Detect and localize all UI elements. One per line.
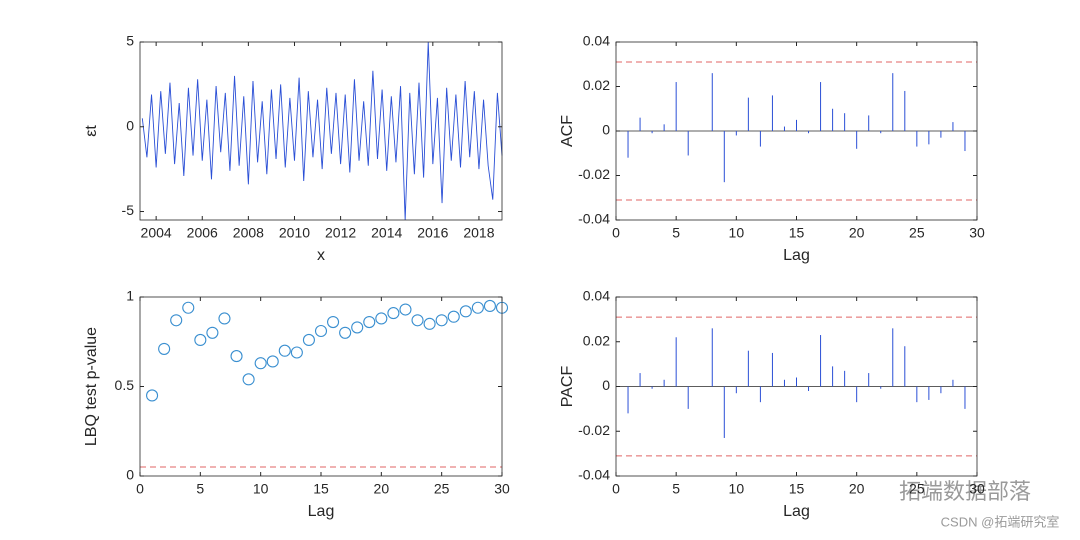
point	[146, 389, 159, 402]
watermark: 拓端数据部落	[899, 479, 1031, 504]
x-tick-label: 2016	[417, 225, 448, 241]
y-tick-label: 0.02	[583, 332, 610, 348]
x-tick-label: 10	[729, 481, 745, 497]
x-tick-label: 2014	[371, 225, 402, 241]
series-line	[141, 41, 503, 221]
x-tick-label: 2010	[279, 225, 310, 241]
x-tick-label: 2012	[325, 225, 356, 241]
y-tick-label: 0.04	[583, 288, 610, 304]
x-axis-label: Lag	[308, 503, 335, 520]
y-tick-label: -5	[122, 202, 135, 218]
y-axis-label: LBQ test p-value	[83, 327, 100, 446]
y-tick-label: 0	[602, 122, 610, 138]
point	[206, 326, 219, 339]
point	[375, 312, 388, 325]
y-tick-label: 0.5	[115, 377, 135, 393]
x-tick-label: 0	[612, 481, 620, 497]
x-tick-label: 25	[909, 481, 925, 497]
x-tick-label: 20	[849, 481, 865, 497]
x-tick-label: 15	[789, 481, 805, 497]
point	[254, 357, 267, 370]
axes: 2004 2006 2008 2010 2012 2014 2016 2018 -5 0 5 x εt	[83, 33, 503, 264]
x-tick-label: 2004	[141, 225, 172, 241]
x-axis-label: Lag	[783, 247, 810, 264]
y-tick-label: -0.04	[578, 467, 610, 483]
x-tick-label: 0	[612, 225, 620, 241]
point	[387, 307, 400, 320]
x-tick-label: 15	[313, 481, 329, 497]
x-tick-label: 30	[494, 481, 510, 497]
point	[182, 301, 195, 314]
point	[194, 333, 207, 347]
y-axis-label: PACF	[559, 366, 576, 408]
x-tick-label: 15	[789, 225, 805, 241]
axes-box	[139, 41, 503, 221]
axes: 0 5 10 15 20 25 30 -0.04 -0.02 0 0.02 0.04 Lag PACF	[559, 288, 985, 521]
y-tick-label: 0	[602, 377, 610, 393]
point	[351, 321, 364, 334]
x-tick-label: 10	[729, 225, 745, 241]
point	[363, 316, 376, 329]
y-tick-label: 1	[126, 288, 134, 304]
point	[447, 310, 460, 323]
x-tick-label: 5	[672, 225, 680, 241]
x-tick-label: 5	[672, 481, 680, 497]
y-tick-label: 0	[126, 117, 134, 133]
credit: CSDN @拓端研究室	[941, 514, 1060, 529]
point	[399, 303, 412, 316]
y-axis-label: ACF	[559, 115, 576, 147]
point	[278, 344, 291, 357]
x-tick-label: 10	[253, 481, 269, 497]
point	[314, 324, 328, 338]
point	[471, 301, 484, 314]
point	[266, 355, 279, 368]
y-tick-label: 5	[126, 33, 134, 49]
y-axis-label: εt	[83, 125, 100, 137]
point	[327, 316, 340, 329]
point	[459, 305, 472, 318]
x-tick-label: 2008	[233, 225, 264, 241]
point	[170, 314, 183, 327]
y-tick-label: -0.02	[578, 422, 610, 438]
axes: 0 5 10 15 20 25 30 0 0.5 1 Lag LBQ test p-value	[83, 288, 510, 521]
point	[242, 373, 255, 386]
y-tick-label: -0.04	[578, 211, 610, 227]
point	[302, 333, 315, 347]
x-tick-label: 20	[374, 481, 390, 497]
point	[339, 326, 352, 339]
x-tick-label: 20	[849, 225, 865, 241]
point	[230, 350, 243, 363]
x-tick-label: 25	[909, 225, 925, 241]
y-tick-label: 0.04	[583, 33, 610, 49]
x-tick-label: 5	[196, 481, 204, 497]
x-tick-label: 2018	[463, 225, 494, 241]
point	[158, 342, 171, 355]
point	[435, 314, 448, 327]
y-tick-label: 0.02	[583, 77, 610, 93]
point	[290, 346, 303, 359]
point	[411, 314, 424, 327]
x-tick-label: 30	[969, 481, 985, 497]
x-tick-label: 2006	[187, 225, 218, 241]
point	[423, 317, 436, 330]
x-tick-label: 30	[969, 225, 985, 241]
x-tick-label: 0	[136, 481, 144, 497]
y-tick-label: -0.02	[578, 166, 610, 182]
axes: 0 5 10 15 20 25 30 -0.04 -0.02 0 0.02 0.04 Lag ACF	[559, 33, 985, 265]
point	[483, 299, 496, 313]
x-axis-label: x	[317, 247, 325, 264]
x-axis-label: Lag	[783, 503, 810, 520]
y-tick-label: 0	[126, 467, 134, 483]
x-tick-label: 25	[434, 481, 450, 497]
point	[218, 312, 231, 325]
